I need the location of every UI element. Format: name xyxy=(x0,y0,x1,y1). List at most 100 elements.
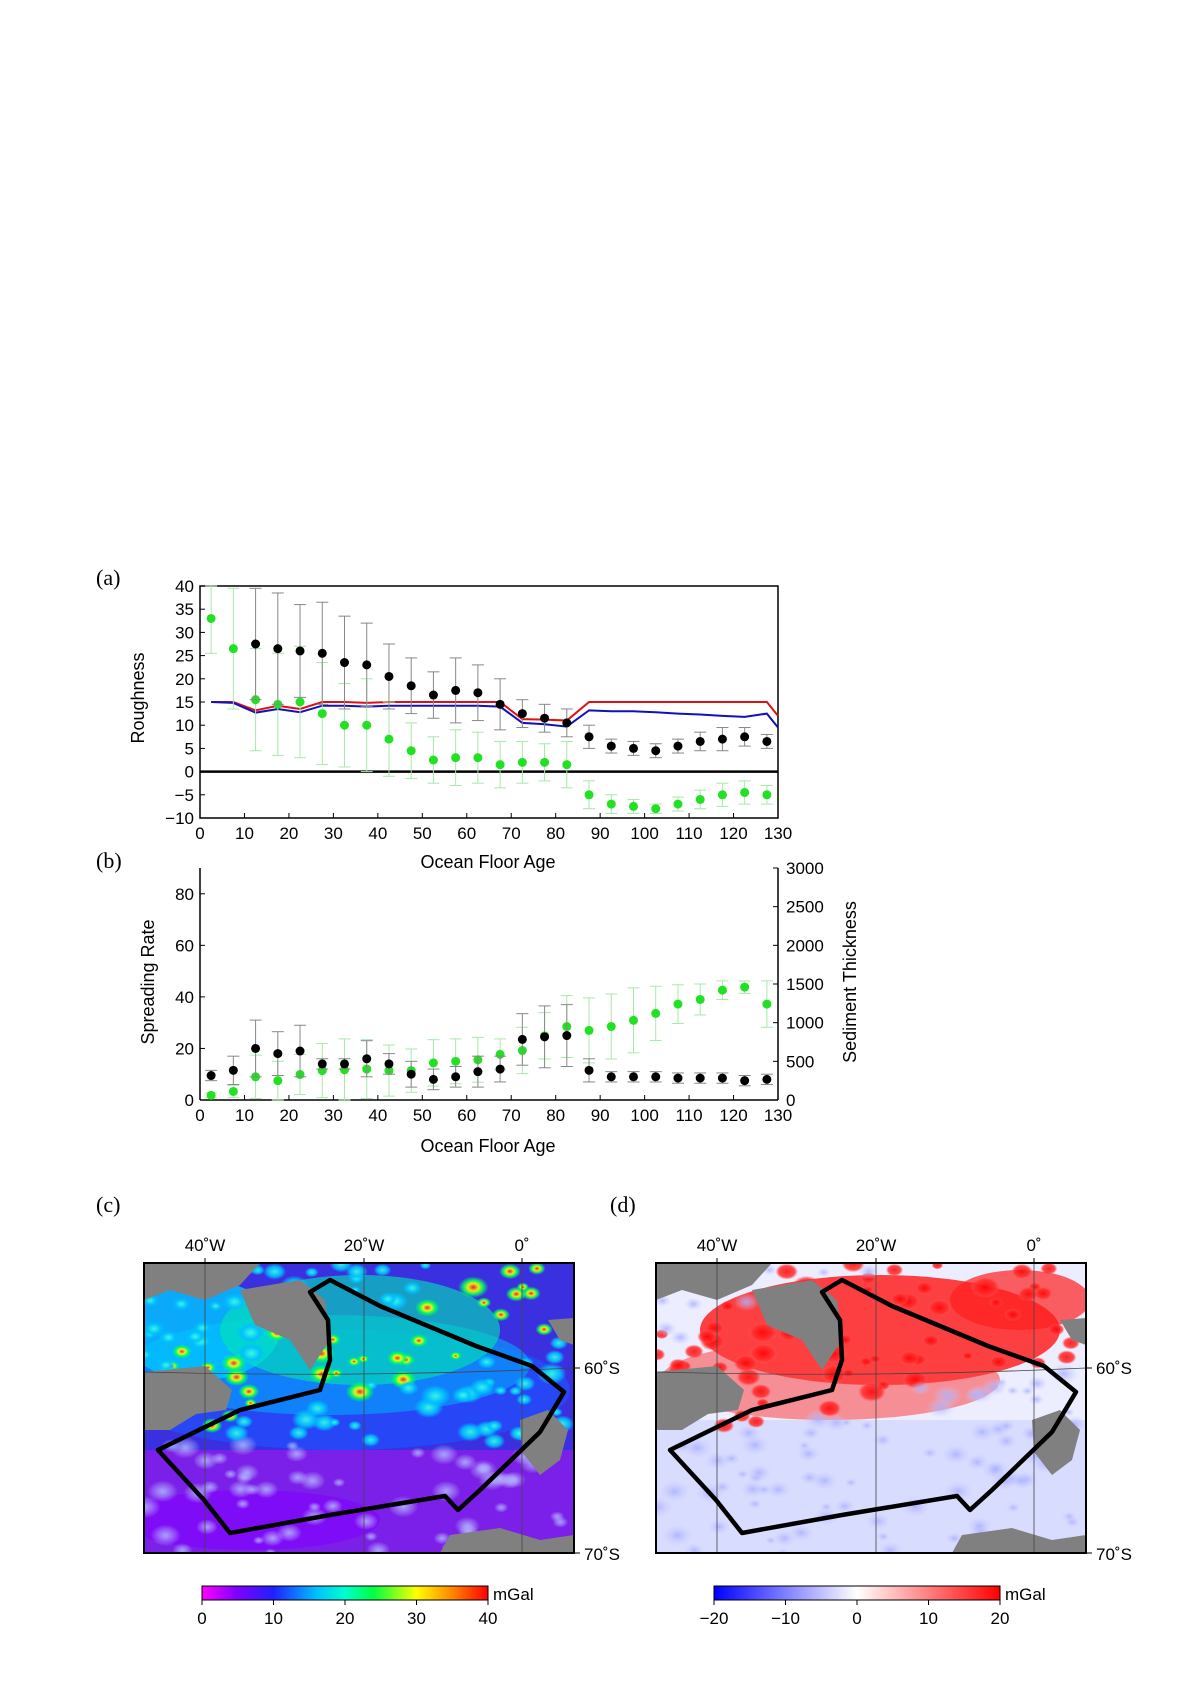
data-point xyxy=(362,720,372,730)
y-tick-label: 60 xyxy=(175,936,194,955)
data-point xyxy=(606,799,616,809)
y2-tick-label: 500 xyxy=(786,1052,814,1071)
data-point xyxy=(629,743,638,753)
data-point xyxy=(495,760,505,770)
data-point xyxy=(362,660,372,670)
anomaly-blob xyxy=(144,1348,154,1361)
anomaly-blob xyxy=(457,1422,484,1442)
y-tick-label: 0 xyxy=(185,763,194,782)
anomaly-blob xyxy=(1006,1502,1021,1513)
anomaly-blob xyxy=(458,1276,489,1299)
data-point xyxy=(428,690,438,700)
data-point xyxy=(651,1072,661,1082)
data-point xyxy=(673,1073,683,1083)
panel-label-a: (a) xyxy=(96,565,120,590)
anomaly-blob xyxy=(1047,1323,1065,1336)
data-point xyxy=(384,1059,394,1069)
anomaly-blob xyxy=(261,1530,284,1547)
data-point xyxy=(540,1032,550,1042)
anomaly-blob xyxy=(224,1469,238,1479)
anomaly-blob xyxy=(750,1383,772,1400)
map-c-lon-label: 20˚W xyxy=(344,1236,385,1255)
anomaly-blob xyxy=(857,1263,880,1280)
anomaly-blob xyxy=(364,1531,378,1542)
anomaly-blob xyxy=(859,1356,873,1367)
x-tick-label: 0 xyxy=(195,1106,204,1125)
land-shape xyxy=(240,1280,330,1370)
land-shape xyxy=(952,1528,1086,1553)
anomaly-blob xyxy=(476,1297,492,1308)
anomaly-blob xyxy=(776,1548,789,1553)
x-tick-label: 100 xyxy=(630,824,658,843)
x-tick-label: 130 xyxy=(764,1106,792,1125)
anomaly-blob xyxy=(366,1541,391,1553)
map-d-colorbar xyxy=(713,1585,1001,1601)
anomaly-blob xyxy=(1064,1516,1081,1528)
anomaly-blob xyxy=(398,1380,419,1396)
data-point xyxy=(717,790,727,800)
y-tick-label: 80 xyxy=(175,885,194,904)
y2-tick-label: 1000 xyxy=(786,1014,824,1033)
anomaly-blob xyxy=(1021,1386,1034,1396)
anomaly-blob xyxy=(747,1322,778,1344)
model-line xyxy=(211,701,779,729)
data-point xyxy=(651,1008,661,1018)
anomaly-blob xyxy=(348,1420,362,1431)
anomaly-blob xyxy=(378,1292,398,1306)
map-c-region-outline xyxy=(155,1277,567,1536)
anomaly-blob xyxy=(988,1297,1004,1308)
anomaly-blob xyxy=(860,1420,874,1431)
data-point xyxy=(495,699,505,709)
anomaly-blob xyxy=(505,1286,527,1302)
anomaly-blob xyxy=(172,1297,191,1311)
anomaly-blob xyxy=(235,1322,266,1344)
land-shape xyxy=(656,1366,744,1430)
anomaly-blob xyxy=(922,1447,938,1459)
anomaly-blob xyxy=(747,1464,772,1481)
chart-a-axes: 0 10 20 30 40 50 60 70 80 90 100 110 120 130403530252… xyxy=(165,577,792,843)
anomaly-blob xyxy=(409,1334,428,1348)
x-tick-label: 0 xyxy=(195,824,204,843)
anomaly-blob xyxy=(150,1524,181,1547)
anomaly-blob xyxy=(817,1399,842,1417)
anomaly-blob xyxy=(552,1516,569,1528)
anomaly-blob xyxy=(841,1368,855,1378)
data-point xyxy=(251,1043,261,1053)
land-shape xyxy=(752,1280,842,1370)
data-point xyxy=(606,741,616,751)
anomaly-blob xyxy=(656,1320,678,1337)
x-tick-label: 120 xyxy=(719,1106,747,1125)
x-tick-label: 20 xyxy=(279,1106,298,1125)
map-c-lat-label: 60˚S xyxy=(584,1359,620,1378)
anomaly-blob xyxy=(1017,1286,1039,1302)
anomaly-blob xyxy=(419,1263,432,1270)
colorbar-tick-label: 20 xyxy=(991,1609,1010,1628)
anomaly-blob xyxy=(254,1480,279,1499)
anomaly-blob xyxy=(1026,1376,1048,1392)
anomaly-blob xyxy=(969,1422,996,1442)
chart-a-roughness: 0 10 20 30 40 50 60 70 80 90 100 110 120 130403530252… xyxy=(128,577,792,872)
anomaly-blob xyxy=(662,1524,693,1547)
data-point xyxy=(629,801,638,811)
map-c-colorbar-unit: mGal xyxy=(493,1585,534,1604)
map-d: 40˚W 20˚W 0˚ 60˚S 70˚S mGal −20 −10 0 10 20 xyxy=(655,1236,1132,1628)
anomaly-blob xyxy=(528,1263,546,1275)
y2-tick-label: 2000 xyxy=(786,936,824,955)
anomaly-blob xyxy=(995,1433,1018,1449)
anomaly-blob xyxy=(238,1383,260,1400)
anomaly-blob xyxy=(492,1308,510,1322)
data-point xyxy=(317,648,327,658)
anomaly-blob xyxy=(516,1393,533,1406)
anomaly-blob xyxy=(147,1480,178,1503)
data-point xyxy=(517,709,527,719)
anomaly-blob xyxy=(221,1354,247,1373)
chart-b-axes: 0 10 20 30 40 50 60 70 80 90 100 110 120 130806040200… xyxy=(175,859,824,1125)
x-tick-label: 70 xyxy=(502,824,521,843)
data-point xyxy=(273,644,283,654)
data-point xyxy=(562,760,572,770)
anomaly-blob xyxy=(224,1368,249,1386)
anomaly-blob xyxy=(799,1470,820,1485)
x-tick-label: 100 xyxy=(630,1106,658,1125)
anomaly-blob xyxy=(304,1267,319,1278)
anomaly-blob xyxy=(963,1387,986,1404)
